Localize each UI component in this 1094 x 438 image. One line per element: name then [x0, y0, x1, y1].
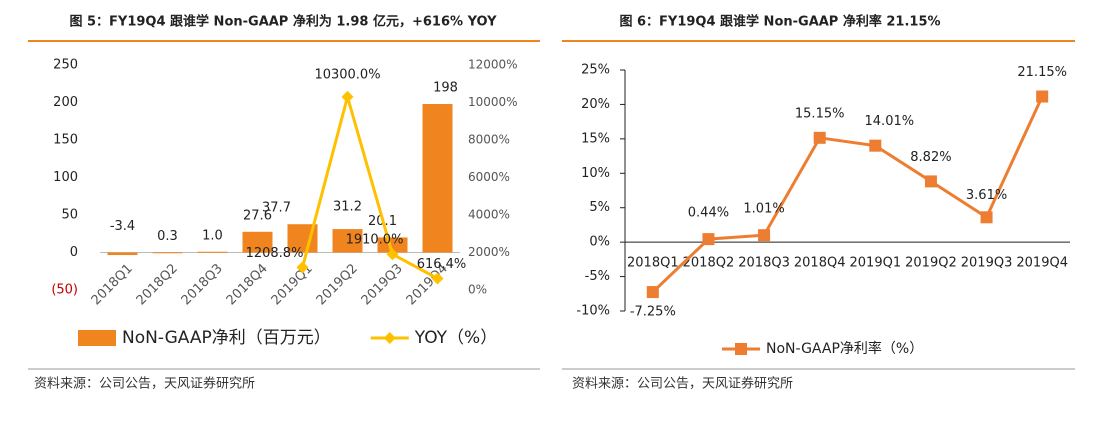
data-label: 1208.8% [246, 246, 304, 261]
y-tick-label: 50 [61, 208, 78, 223]
data-label: 0.3 [157, 229, 178, 244]
y2-tick-label: 2000% [468, 245, 510, 259]
x-tick-label: 2019Q3 [961, 256, 1013, 271]
data-label: 1.0 [202, 228, 223, 243]
x-tick-label: 2019Q2 [314, 261, 361, 308]
y-tick-label: 0 [70, 245, 78, 260]
y-tick-label: 10% [581, 166, 610, 181]
source: 资料来源：公司公告，天风证券研究所 [34, 376, 255, 392]
y-tick-label: 250 [53, 58, 78, 73]
data-label: 10300.0% [314, 67, 380, 82]
x-tick-label: 2018Q4 [224, 261, 271, 308]
legend-swatch [78, 330, 116, 346]
bar [422, 104, 453, 253]
y-tick-label: 25% [581, 63, 610, 78]
marker [1036, 90, 1049, 103]
data-label: 27.6 [243, 208, 272, 223]
legend-label: NoN-GAAP净利（百万元） [122, 328, 331, 348]
data-label: 21.15% [1017, 65, 1067, 80]
bar [377, 237, 408, 253]
data-label: 198 [433, 81, 458, 96]
data-label: 0.44% [688, 206, 729, 221]
line [301, 91, 439, 280]
marker [431, 272, 444, 285]
data-label: -3.4 [110, 219, 135, 234]
marker [702, 233, 715, 246]
y2-tick-label: 10000% [468, 95, 518, 109]
data-label: 1.01% [743, 202, 784, 217]
y-tick-label: 0% [589, 235, 610, 250]
marker [924, 175, 937, 188]
marker [813, 131, 826, 144]
data-label: 8.82% [910, 150, 951, 165]
y-tick-label: 150 [53, 133, 78, 148]
y-tick-label: -10% [576, 304, 610, 319]
x-tick-label: 2019Q1 [269, 261, 316, 308]
marker [869, 139, 882, 152]
data-label: 14.01% [865, 114, 915, 129]
data-label: -7.25% [630, 305, 676, 320]
chart-title: 图 5：FY19Q4 跟谁学 Non-GAAP 净利为 1.98 亿元，+616… [69, 14, 497, 30]
y-tick-label: 100 [53, 170, 78, 185]
data-label: 1910.0% [346, 233, 404, 248]
y2-tick-label: 12000% [468, 58, 518, 72]
y-tick-label: 15% [581, 131, 610, 146]
marker [735, 343, 747, 355]
line [651, 95, 1044, 294]
x-tick-label: 2019Q3 [359, 261, 406, 308]
source: 资料来源：公司公告，天风证券研究所 [572, 376, 793, 392]
bar [197, 251, 228, 253]
y2-tick-label: 4000% [468, 208, 510, 222]
x-tick-label: 2018Q3 [179, 261, 226, 308]
bar [107, 252, 138, 256]
x-tick-label: 2018Q2 [134, 261, 181, 308]
x-tick-label: 2019Q4 [1016, 256, 1068, 271]
data-label: 3.61% [966, 188, 1007, 203]
data-label: 31.2 [333, 200, 362, 215]
bar [152, 252, 183, 254]
y2-tick-label: 8000% [468, 133, 510, 147]
x-tick-label: 2019Q2 [905, 256, 957, 271]
y-tick-label: 5% [589, 200, 610, 215]
y2-tick-label: 6000% [468, 170, 510, 184]
bar [332, 229, 363, 253]
marker [383, 332, 396, 344]
marker [980, 211, 993, 224]
bar [242, 231, 273, 253]
y-tick-label: 20% [581, 97, 610, 112]
legend-label: NoN-GAAP净利率（%） [766, 340, 923, 357]
y-tick-label: (50) [51, 283, 78, 298]
x-tick-label: 2018Q2 [683, 256, 735, 271]
x-tick-label: 2019Q1 [850, 256, 902, 271]
x-tick-label: 2018Q4 [794, 256, 846, 271]
legend-label: YOY（%） [414, 328, 497, 348]
y2-tick-label: 0% [468, 283, 487, 297]
marker [386, 248, 399, 261]
data-label: 616.4% [417, 257, 467, 272]
x-tick-label: 2018Q1 [627, 256, 679, 271]
marker [758, 229, 771, 242]
y-tick-label: -5% [585, 269, 610, 284]
marker [646, 286, 659, 299]
marker [296, 261, 309, 274]
chart-title: 图 6：FY19Q4 跟谁学 Non-GAAP 净利率 21.15% [619, 14, 940, 30]
data-label: 37.7 [262, 201, 291, 216]
marker [341, 90, 354, 103]
x-tick-label: 2018Q3 [738, 256, 790, 271]
data-label: 15.15% [795, 106, 845, 121]
y-tick-label: 200 [53, 95, 78, 110]
x-tick-label: 2018Q1 [89, 261, 136, 308]
